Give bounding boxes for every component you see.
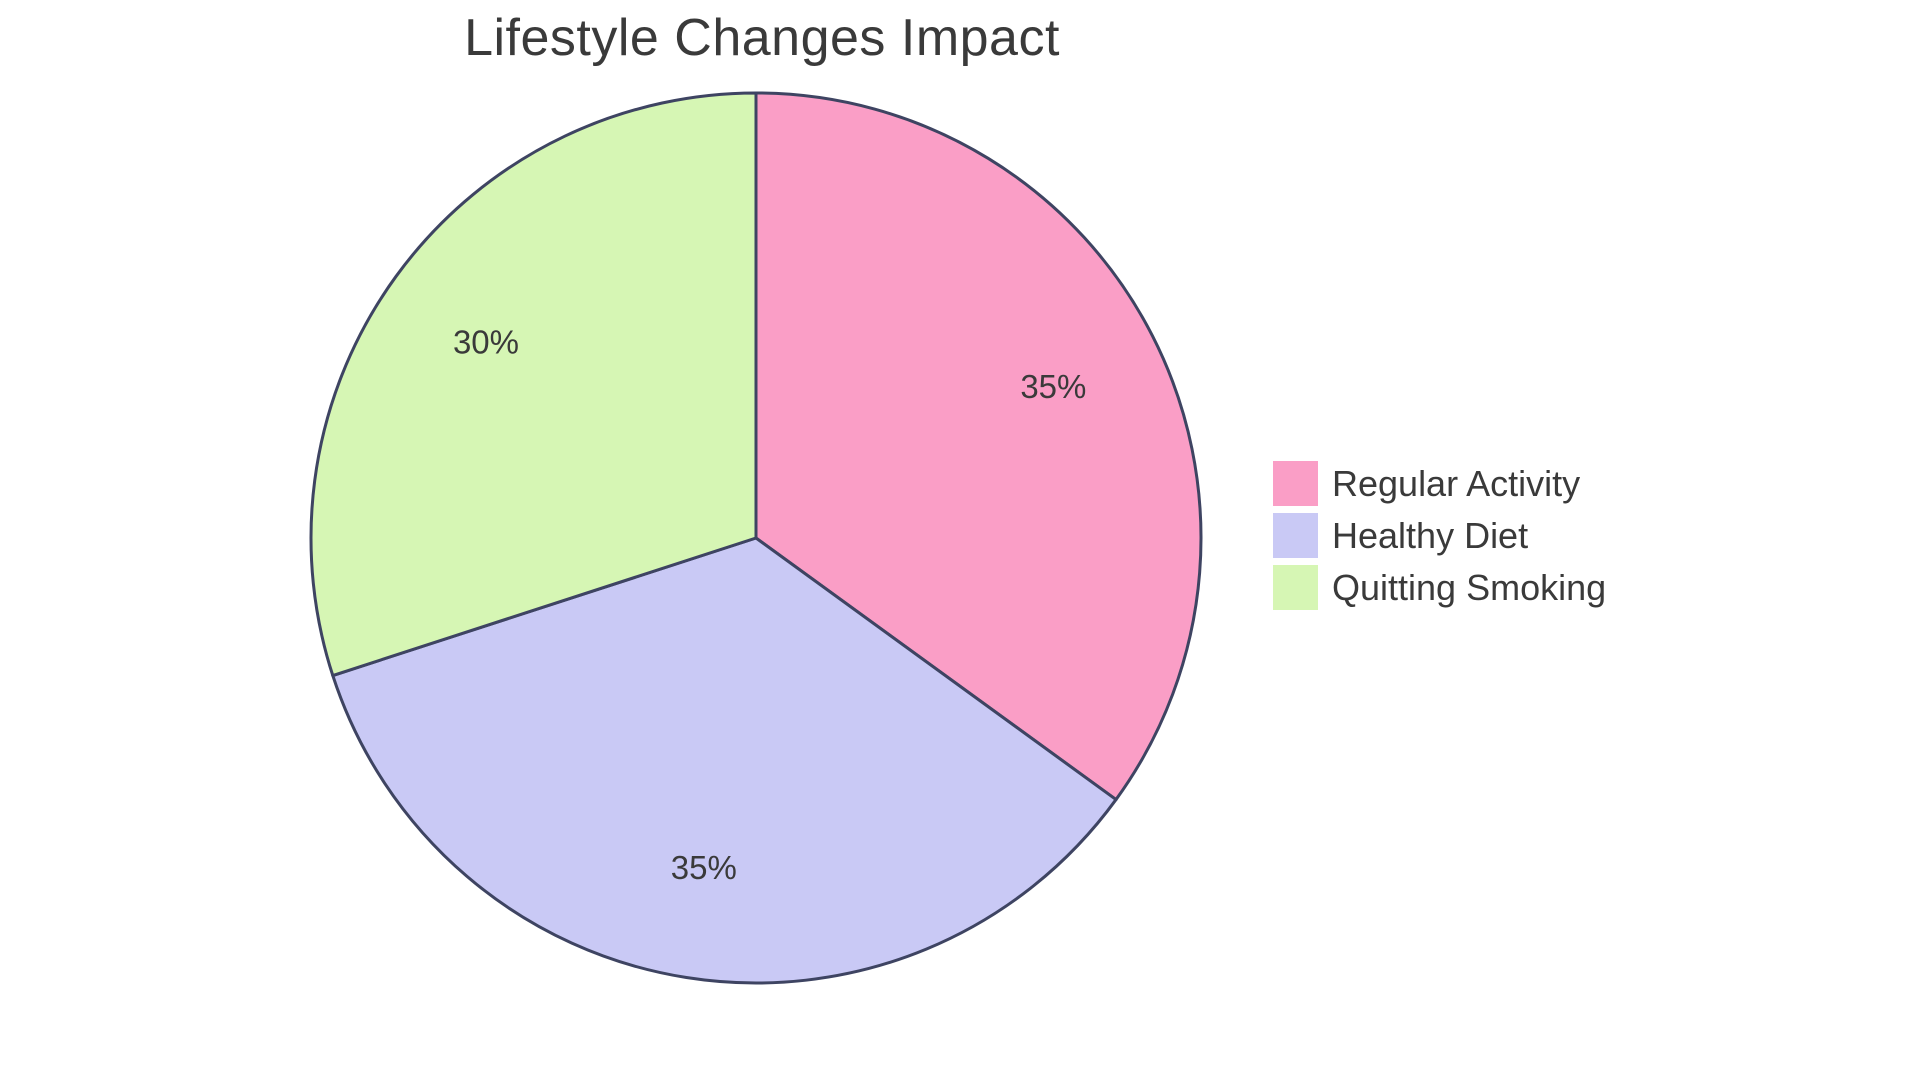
legend-item-quitting-smoking: Quitting Smoking bbox=[1273, 565, 1606, 610]
legend-label: Quitting Smoking bbox=[1332, 566, 1607, 608]
pie-labels-group: 35% 35% 30% bbox=[453, 323, 1086, 886]
slice-percent-label: 30% bbox=[453, 323, 519, 360]
legend-swatch bbox=[1273, 513, 1318, 558]
legend-swatch bbox=[1273, 461, 1318, 506]
legend-swatch bbox=[1273, 565, 1318, 610]
chart-legend: Regular Activity Healthy Diet Quitting Smo… bbox=[1273, 461, 1606, 610]
legend-label: Regular Activity bbox=[1332, 462, 1581, 504]
chart-title: Lifestyle Changes Impact bbox=[464, 9, 1060, 67]
slice-percent-label: 35% bbox=[1020, 368, 1086, 405]
slice-percent-label: 35% bbox=[671, 849, 737, 886]
legend-label: Healthy Diet bbox=[1332, 514, 1529, 556]
legend-item-regular-activity: Regular Activity bbox=[1273, 461, 1606, 506]
pie-slice-quitting-smoking bbox=[309, 91, 758, 678]
legend-item-healthy-diet: Healthy Diet bbox=[1273, 513, 1606, 558]
pie-slice-healthy-diet bbox=[331, 536, 1118, 985]
pie-slices-group bbox=[309, 91, 1203, 985]
pie-slice-regular-activity bbox=[754, 91, 1203, 802]
